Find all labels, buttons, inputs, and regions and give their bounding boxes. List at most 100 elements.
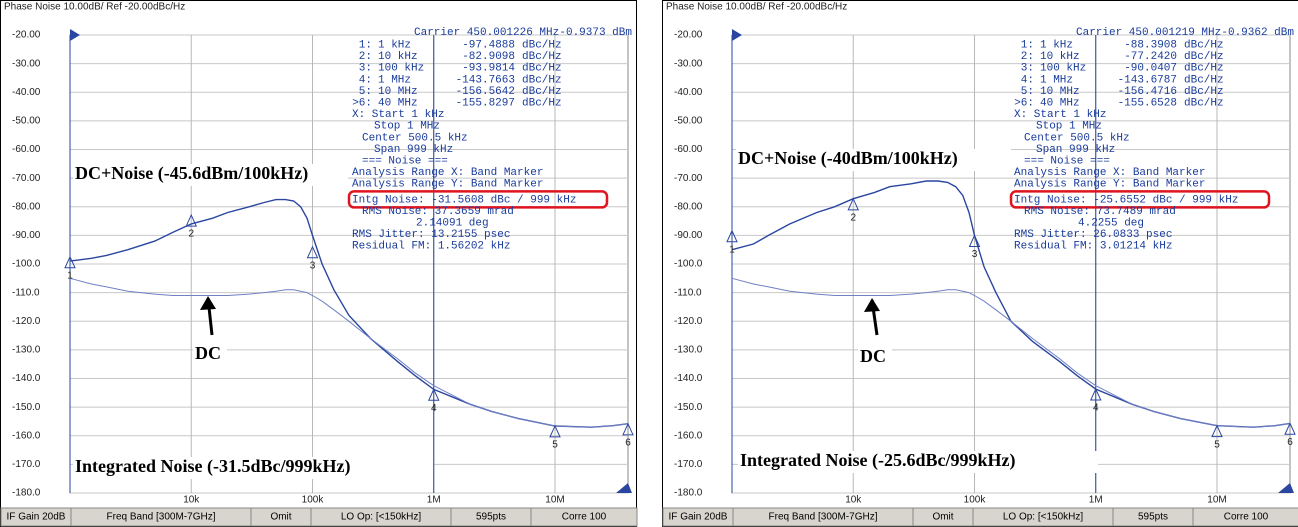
status-text: Freq Band [300M-7GHz]	[107, 512, 216, 523]
y-tick-label: -170.0	[12, 459, 41, 470]
x-tick-label: 10k	[845, 495, 862, 506]
marker-row-unit: dBc/Hz	[522, 98, 562, 110]
marker-row-id: >6:	[1014, 98, 1034, 110]
readout-line: Stop 1 MHz	[374, 121, 440, 133]
marker	[306, 245, 319, 259]
status-text: 595pts	[476, 512, 506, 523]
marker-row-unit: dBc/Hz	[522, 86, 562, 98]
status-cell	[1192, 507, 1298, 527]
readout-line: Intg Noise: -31.5608 dBc / 999 kHz	[352, 194, 576, 206]
status-cell	[530, 507, 638, 527]
y-tick-label: -140.0	[12, 373, 41, 384]
marker-row-value: -93.9814	[462, 63, 515, 75]
marker-row-id: 3:	[359, 63, 372, 75]
marker	[726, 229, 738, 243]
readout-line: Residual FM: 1.56202 kHz	[352, 241, 510, 253]
y-tick-label: -90.00	[674, 230, 703, 241]
marker-row-unit: dBc/Hz	[1184, 98, 1224, 110]
marker-row-freq: 10 MHz	[378, 86, 418, 98]
y-tick-label: -180.0	[674, 488, 703, 499]
marker-label: 2	[850, 212, 856, 223]
annotation: DC+Noise (-40dBm/100kHz)	[738, 148, 958, 169]
readout-line: RMS Jitter: 13.2155 psec	[352, 229, 510, 241]
marker-row-id: 5:	[359, 86, 372, 98]
x-tick-label: 100k	[964, 495, 987, 506]
marker-row-id: 4:	[359, 74, 372, 86]
y-tick-label: -50.00	[12, 116, 41, 127]
readout-line: Center 500.5 kHz	[1024, 132, 1130, 144]
annotation: DC	[195, 343, 221, 363]
marker-row-freq: 1 kHz	[378, 40, 411, 52]
y-tick-label: -20.00	[674, 30, 703, 41]
status-text: Omit	[270, 512, 291, 523]
y-tick-label: -130.0	[674, 345, 703, 356]
marker-row-unit: dBc/Hz	[522, 63, 562, 75]
y-tick-label: -180.0	[12, 488, 41, 499]
y-tick-label: -30.00	[674, 58, 703, 69]
marker-row-id: 1:	[359, 40, 372, 52]
carrier-power: -0.9362 dBm	[1221, 27, 1294, 39]
marker-label: 1	[729, 244, 735, 255]
marker-row-id: >6:	[352, 98, 372, 110]
marker	[185, 213, 198, 227]
highlight-box	[1009, 190, 1271, 209]
marker-row-value: -156.5642	[456, 86, 515, 98]
y-tick-label: -110.0	[12, 287, 40, 298]
marker-row-unit: dBc/Hz	[522, 74, 562, 86]
marker-row-freq: 1 kHz	[1040, 40, 1073, 52]
y-tick-label: -120.0	[674, 316, 703, 327]
marker-row-unit: dBc/Hz	[1184, 40, 1224, 52]
marker-row-id: 5:	[1021, 86, 1034, 98]
marker-row-id: 4:	[1021, 74, 1034, 86]
marker-row-freq: 10 MHz	[1040, 86, 1080, 98]
status-text: Omit	[932, 512, 953, 523]
y-tick-label: -40.00	[12, 87, 41, 98]
ref-indicator	[732, 29, 742, 41]
trace-line	[69, 277, 629, 428]
y-tick-label: -150.0	[674, 402, 703, 413]
y-tick-label: -40.00	[674, 87, 703, 98]
chart-title: Phase Noise 10.00dB/ Ref -20.00dBc/Hz	[4, 2, 185, 13]
readout-line: X: Start 1 kHz	[1014, 109, 1106, 121]
status-text: Freq Band [300M-7GHz]	[769, 512, 878, 523]
status-text: LO Op: [<150kHz]	[1003, 512, 1084, 523]
scale-indicator	[616, 483, 632, 493]
marker-row-value: -143.6787	[1118, 74, 1177, 86]
readout-line: Stop 1 MHz	[1036, 121, 1102, 133]
marker-row-value: -90.0407	[1124, 63, 1177, 75]
x-tick-label: 1M	[1089, 495, 1103, 506]
chart-title: Phase Noise 10.00dB/ Ref -20.00dBc/Hz	[666, 2, 847, 13]
readout-line: Analysis Range Y: Band Marker	[1014, 179, 1205, 191]
marker-row-value: -82.9098	[462, 51, 515, 63]
marker-row-freq: 100 kHz	[1040, 63, 1086, 75]
status-text: Corre 100	[562, 512, 607, 523]
readout-line: Span 999 kHz	[1036, 144, 1115, 156]
marker-row-freq: 10 kHz	[1040, 51, 1080, 63]
readout-line: 2.14091 deg	[416, 218, 489, 230]
marker-row-freq: 40 MHz	[1040, 98, 1080, 110]
readout-line: Center 500.5 kHz	[362, 132, 468, 144]
carrier: Carrier 450.001226 MHz	[414, 27, 559, 39]
marker-label: 1	[67, 270, 73, 281]
annotation: DC+Noise (-45.6dBm/100kHz)	[75, 163, 308, 184]
marker-label: 5	[1214, 439, 1220, 450]
readout-line: === Noise ===	[1024, 156, 1110, 168]
marker	[549, 424, 561, 438]
marker-row-freq: 40 MHz	[378, 98, 418, 110]
marker	[622, 422, 634, 436]
readout-line: Residual FM: 3.01214 kHz	[1014, 241, 1172, 253]
marker-row-value: -155.6528	[1118, 98, 1177, 110]
x-tick-label: 10M	[545, 495, 564, 506]
marker-label: 5	[552, 440, 558, 451]
status-text: LO Op: [<150kHz]	[341, 512, 422, 523]
marker-row-freq: 100 kHz	[378, 63, 424, 75]
arrow-head	[864, 298, 880, 312]
x-tick-label: 1M	[427, 495, 441, 506]
marker-row-unit: dBc/Hz	[1184, 51, 1224, 63]
marker-label: 3	[310, 260, 316, 271]
x-tick-label: 10M	[1207, 495, 1226, 506]
y-tick-label: -150.0	[12, 402, 41, 413]
annotation-bg	[73, 457, 433, 479]
trace-line	[731, 277, 1291, 428]
